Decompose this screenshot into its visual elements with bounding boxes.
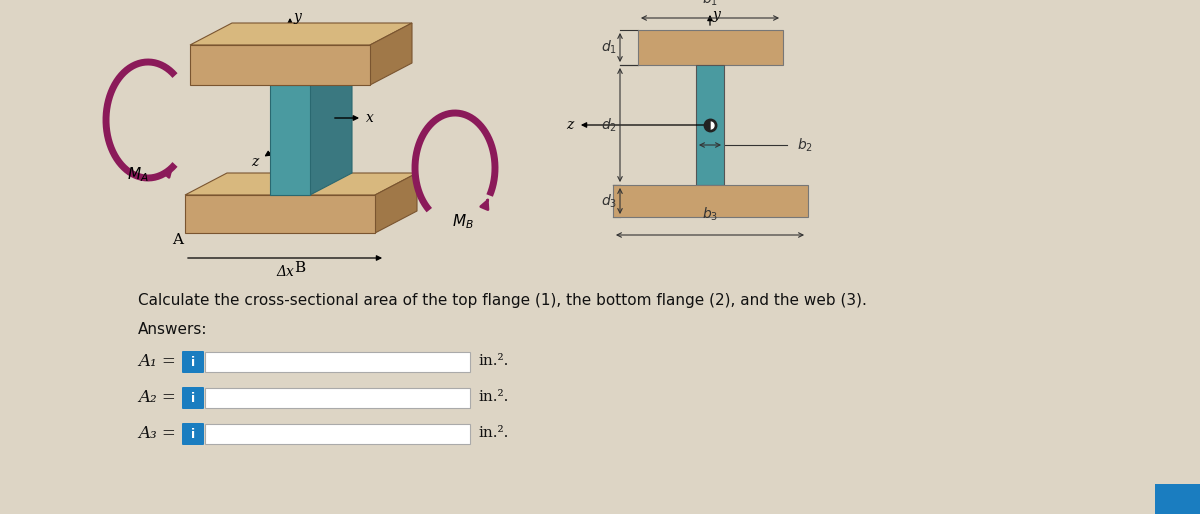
FancyBboxPatch shape (182, 423, 204, 445)
Text: i: i (191, 356, 196, 369)
Text: A₃ =: A₃ = (138, 425, 175, 442)
Polygon shape (270, 85, 310, 195)
Text: $M_A$: $M_A$ (127, 166, 149, 185)
Text: A₂ =: A₂ = (138, 389, 175, 406)
Text: A: A (173, 233, 184, 247)
Bar (696, 65, 724, 185)
Text: x: x (366, 111, 374, 125)
Text: Δx: Δx (276, 265, 294, 279)
Text: z: z (251, 155, 258, 169)
Bar (613, 185, 808, 217)
Text: in.².: in.². (478, 390, 509, 404)
Text: Calculate the cross-sectional area of the top flange (1), the bottom flange (2),: Calculate the cross-sectional area of th… (138, 293, 866, 308)
Wedge shape (706, 120, 710, 130)
Bar (205, 352, 470, 372)
Text: $d_3$: $d_3$ (601, 192, 617, 210)
Polygon shape (190, 23, 412, 45)
Text: in.².: in.². (478, 426, 509, 440)
Polygon shape (270, 63, 352, 85)
Text: in.².: in.². (478, 354, 509, 368)
Polygon shape (310, 63, 352, 195)
Text: $b_1$: $b_1$ (702, 0, 718, 8)
Text: $M_B$: $M_B$ (452, 213, 474, 231)
Text: A₁ =: A₁ = (138, 353, 175, 370)
Bar (638, 30, 784, 65)
Text: i: i (191, 392, 196, 405)
Polygon shape (185, 173, 418, 195)
Text: $d_2$: $d_2$ (601, 116, 617, 134)
Bar (1154, 484, 1200, 514)
FancyBboxPatch shape (182, 387, 204, 409)
Text: $b_3$: $b_3$ (702, 206, 718, 223)
Polygon shape (190, 45, 370, 85)
Text: B: B (294, 261, 306, 275)
Text: i: i (191, 428, 196, 440)
FancyBboxPatch shape (182, 351, 204, 373)
Text: $d_1$: $d_1$ (601, 39, 617, 56)
Polygon shape (370, 23, 412, 85)
Bar (205, 424, 470, 444)
Bar (205, 388, 470, 408)
Polygon shape (185, 195, 374, 233)
Polygon shape (374, 173, 418, 233)
Text: y: y (713, 8, 721, 22)
Text: y: y (294, 10, 302, 24)
Text: Answers:: Answers: (138, 322, 208, 337)
Text: $b_2$: $b_2$ (797, 136, 814, 154)
Text: z: z (565, 118, 574, 132)
